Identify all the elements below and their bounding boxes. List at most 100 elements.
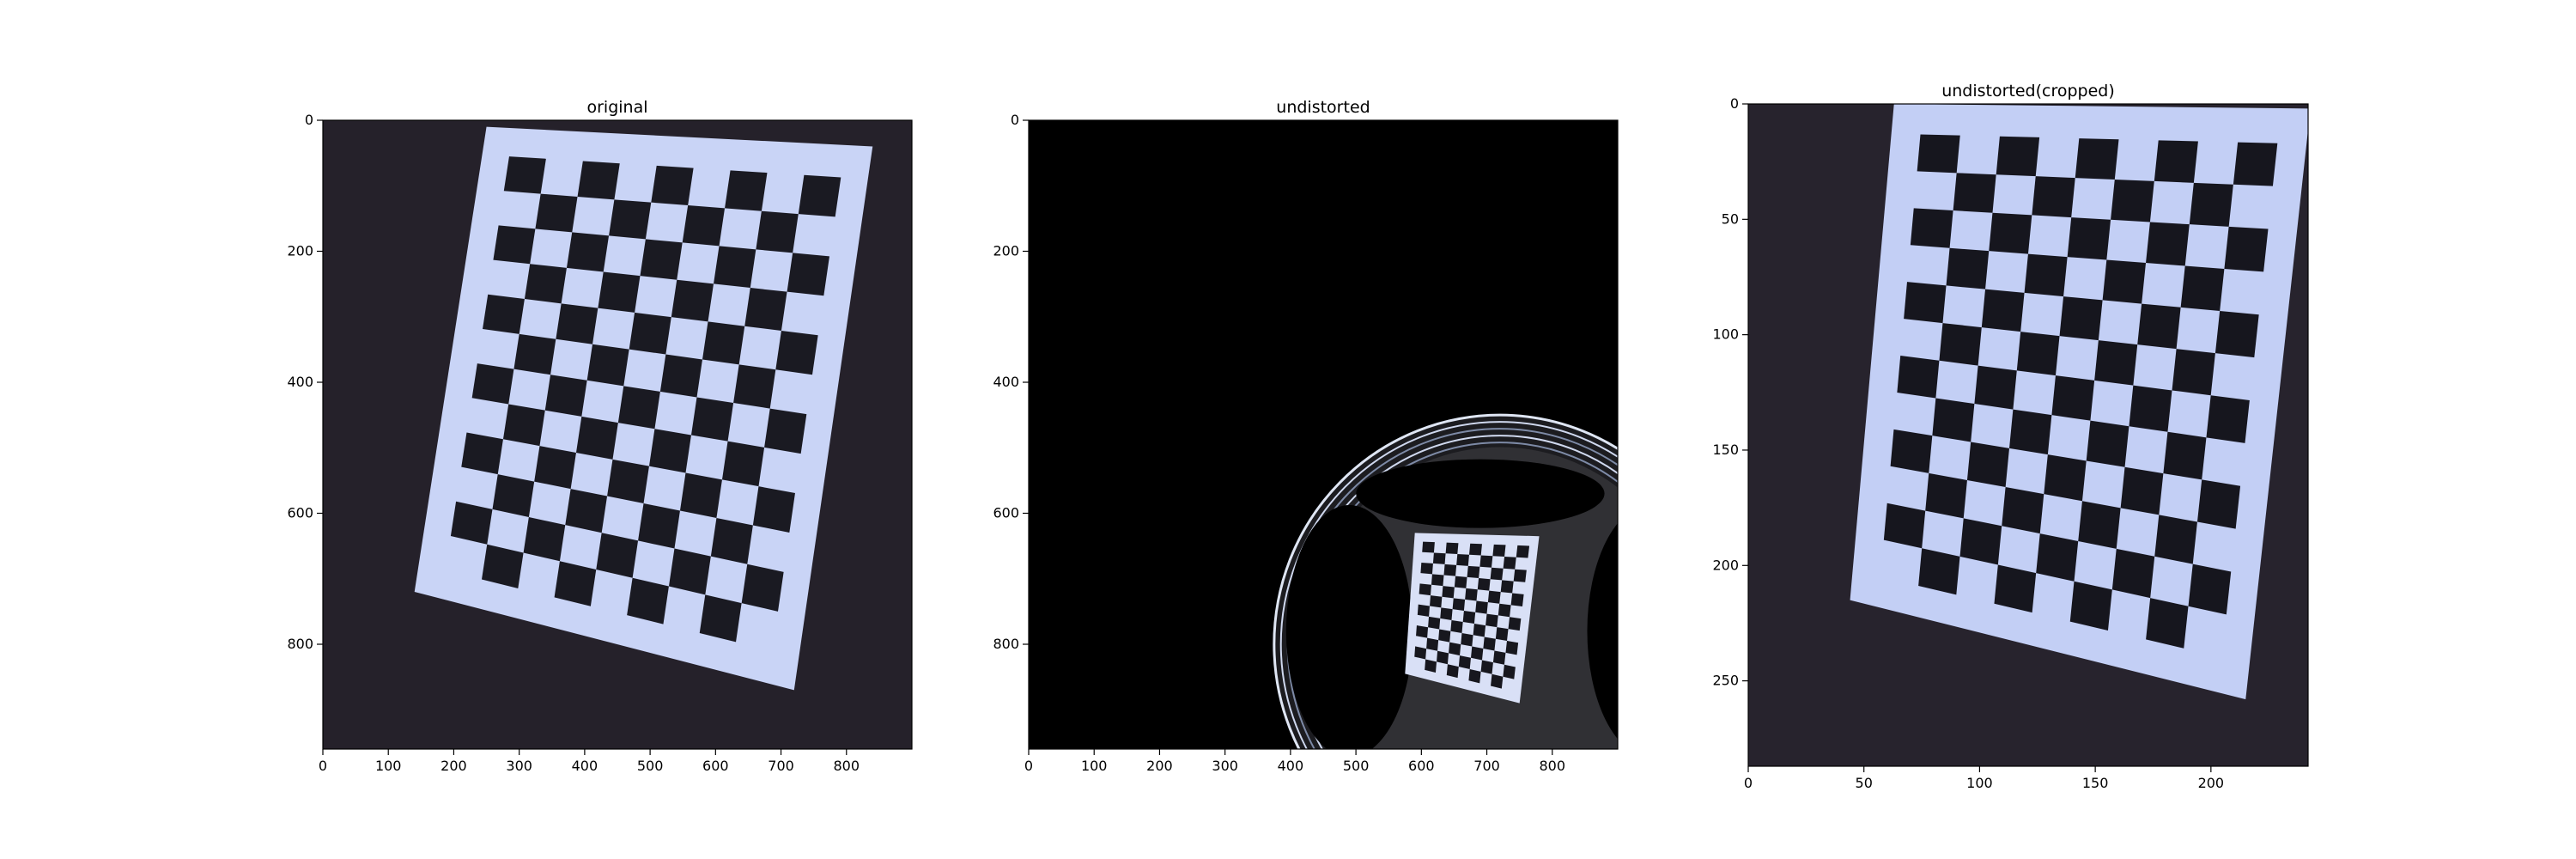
x-tick-label: 600 xyxy=(1408,758,1435,774)
checkerboard-square xyxy=(1417,604,1431,617)
checkerboard-square xyxy=(2094,340,2138,386)
checkerboard-square xyxy=(607,459,649,504)
y-tick-label: 400 xyxy=(993,374,1019,390)
checkerboard-square xyxy=(775,330,818,375)
x-tick-label: 800 xyxy=(1540,758,1566,774)
checkerboard-square xyxy=(2069,581,2112,631)
checkerboard-square xyxy=(1479,555,1493,568)
checkerboard-square xyxy=(565,489,608,533)
checkerboard-square xyxy=(1498,603,1511,618)
checkerboard-square xyxy=(2120,466,2164,515)
checkerboard-square xyxy=(721,441,765,487)
checkerboard-square xyxy=(741,564,784,612)
x-tick-label: 800 xyxy=(834,758,860,774)
checkerboard-square xyxy=(1500,580,1514,594)
checkerboard-square xyxy=(1430,595,1443,608)
checkerboard-square xyxy=(2002,487,2044,534)
checkerboard-square xyxy=(1468,543,1482,556)
checkerboard-square xyxy=(2078,501,2121,549)
checkerboard-square xyxy=(482,544,524,588)
x-tick-label: 300 xyxy=(1212,758,1238,774)
checkerboard-square xyxy=(1432,552,1446,564)
checkerboard-square xyxy=(1475,600,1488,614)
checkerboard-square xyxy=(671,279,714,322)
checkerboard-square xyxy=(1994,564,2037,613)
checkerboard-square xyxy=(714,246,756,289)
checkerboard-square xyxy=(1966,442,2010,488)
checkerboard-square xyxy=(461,432,503,475)
checkerboard-square xyxy=(1989,212,2032,254)
y-tick-label: 0 xyxy=(305,112,313,128)
checkerboard-square xyxy=(1437,650,1449,665)
checkerboard-square xyxy=(1473,624,1486,637)
checkerboard-square xyxy=(1440,607,1453,620)
x-tick-label: 0 xyxy=(319,758,327,774)
checkerboard-square xyxy=(1508,617,1522,631)
checkerboard-square xyxy=(1480,660,1493,674)
checkerboard-square xyxy=(1932,398,1975,442)
checkerboard-square xyxy=(699,594,742,643)
checkerboard-square xyxy=(598,271,641,313)
checkerboard-square xyxy=(1917,134,1960,174)
checkerboard-square xyxy=(1981,289,2025,332)
checkerboard-square xyxy=(2032,176,2075,218)
checkerboard-square xyxy=(2024,253,2068,297)
checkerboard-square xyxy=(1468,669,1481,684)
x-tick-label: 200 xyxy=(440,758,467,774)
checkerboard-square xyxy=(2009,409,2052,455)
checkerboard-square xyxy=(1449,642,1461,656)
checkerboard-square xyxy=(2180,265,2225,312)
checkerboard-square xyxy=(725,170,768,211)
subplot-3: undistorted(cropped) 0 50 100 150 200 0 50 100 15… xyxy=(1712,82,2309,791)
checkerboard-square xyxy=(756,210,799,253)
checkerboard-square xyxy=(1974,365,2017,410)
checkerboard-square xyxy=(2102,259,2147,304)
checkerboard-square xyxy=(1445,542,1459,555)
checkerboard-square xyxy=(1996,136,2040,177)
checkerboard-square xyxy=(2172,349,2215,396)
fisheye-hole-left xyxy=(1285,505,1413,749)
checkerboard-square xyxy=(1446,664,1459,679)
checkerboard-square xyxy=(752,486,795,533)
checkerboard-square xyxy=(682,205,726,247)
checkerboard-square xyxy=(556,303,598,344)
checkerboard-square xyxy=(1953,173,1996,213)
checkerboard-square xyxy=(1416,625,1429,638)
checkerboard-square xyxy=(1897,356,1940,399)
x-tick-label: 400 xyxy=(1278,758,1304,774)
x-tick-label: 700 xyxy=(768,758,794,774)
x-tick-label: 600 xyxy=(702,758,729,774)
image-content xyxy=(1029,120,1618,749)
checkerboard-square xyxy=(535,193,578,233)
checkerboard-square xyxy=(629,312,671,355)
checkerboard-square xyxy=(679,472,722,518)
checkerboard-square xyxy=(798,174,841,217)
checkerboard-square xyxy=(1910,208,1953,248)
axes-frame xyxy=(322,119,913,750)
checkerboard-square xyxy=(1428,616,1441,630)
checkerboard-square xyxy=(2224,226,2269,272)
x-tick-label: 400 xyxy=(572,758,598,774)
subplot-1: original 0 100 200 300 400 500 600 700 800 0 200 400… xyxy=(287,98,913,774)
checkerboard-square xyxy=(640,239,683,280)
y-tick-label: 100 xyxy=(1712,326,1739,343)
checkerboard-square xyxy=(1461,633,1473,647)
checkerboard-square xyxy=(1490,567,1504,581)
checkerboard-square xyxy=(1443,564,1457,576)
checkerboard-square xyxy=(493,225,536,265)
checkerboard-square xyxy=(764,408,807,454)
subplot-title: undistorted xyxy=(1276,98,1370,117)
checkerboard-square xyxy=(1487,590,1501,604)
image-content xyxy=(323,120,912,749)
checkerboard-square xyxy=(1890,429,1933,473)
checkerboard-square xyxy=(648,429,691,473)
image-content xyxy=(1748,104,2308,766)
y-tick-label: 400 xyxy=(287,374,313,390)
checkerboard-square xyxy=(2051,375,2095,421)
checkerboard-square xyxy=(1904,282,1947,324)
y-tick-label: 250 xyxy=(1712,673,1739,689)
checkerboard-square xyxy=(2146,222,2190,266)
checkerboard-square xyxy=(1458,655,1472,670)
y-tick-label: 150 xyxy=(1712,442,1739,458)
checkerboard-square xyxy=(577,161,620,200)
